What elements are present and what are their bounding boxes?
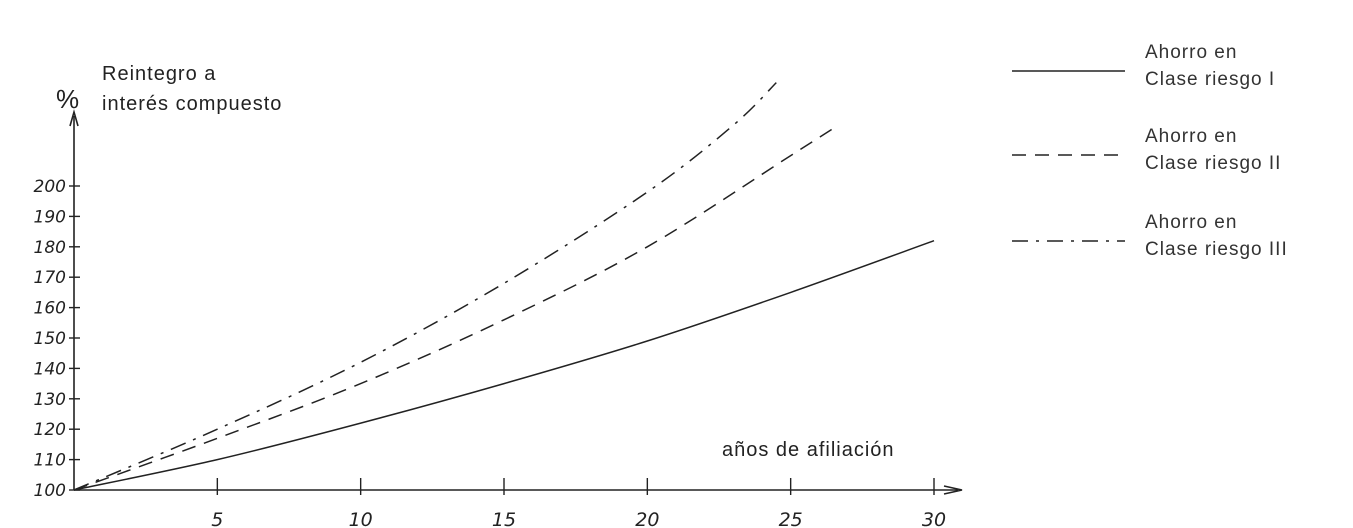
y-tick-label-180: 180 (34, 238, 66, 258)
series-line-1 (73, 239, 935, 491)
y-tick-label-190: 190 (34, 207, 66, 227)
legend-label-3-line-1: Ahorro en (1145, 212, 1237, 233)
series-layer (73, 82, 935, 491)
legend-label-3-line-2: Clase riesgo III (1145, 239, 1288, 260)
series-line-3 (73, 82, 777, 491)
legend-label-1-line-1: Ahorro en (1145, 42, 1237, 63)
y-tick-label-100: 100 (34, 481, 66, 501)
y-tick-label-130: 130 (34, 390, 66, 410)
y-tick-label-200: 200 (34, 177, 66, 197)
legend-label-2-line-1: Ahorro en (1145, 126, 1237, 147)
y-axis-arrowhead (69, 109, 79, 127)
y-tick-label-170: 170 (34, 268, 66, 288)
x-tick-label-20: 20 (635, 509, 659, 528)
y-tick-label-110: 110 (34, 451, 66, 471)
x-tick-label-25: 25 (779, 509, 803, 528)
x-axis-label: años de afiliación (722, 439, 895, 461)
y-axis-label-line-1: Reintegro a (102, 63, 216, 85)
x-tick-label-10: 10 (349, 509, 373, 528)
y-axis-label-line-2: interés compuesto (102, 93, 282, 115)
legend: Ahorro en Clase riesgo I Ahorro en Clase ri… (1012, 42, 1288, 260)
y-tick-label-150: 150 (34, 329, 66, 349)
legend-label-1-line-2: Clase riesgo I (1145, 69, 1275, 90)
x-tick-label-15: 15 (492, 509, 516, 528)
y-ticks: 100 110 120 130 140 150 160 170 180 190 200 (34, 177, 80, 501)
x-ticks: 5 10 15 20 25 30 (211, 478, 946, 528)
x-tick-label-5: 5 (211, 509, 223, 528)
legend-label-2-line-2: Clase riesgo II (1145, 153, 1281, 174)
y-axis-unit: % (56, 84, 79, 114)
y-tick-label-140: 140 (34, 359, 66, 379)
x-axis-arrowhead (943, 485, 963, 495)
x-tick-label-30: 30 (922, 509, 946, 528)
y-tick-label-160: 160 (34, 299, 66, 319)
y-tick-label-120: 120 (34, 420, 66, 440)
series-line-2 (73, 127, 835, 491)
